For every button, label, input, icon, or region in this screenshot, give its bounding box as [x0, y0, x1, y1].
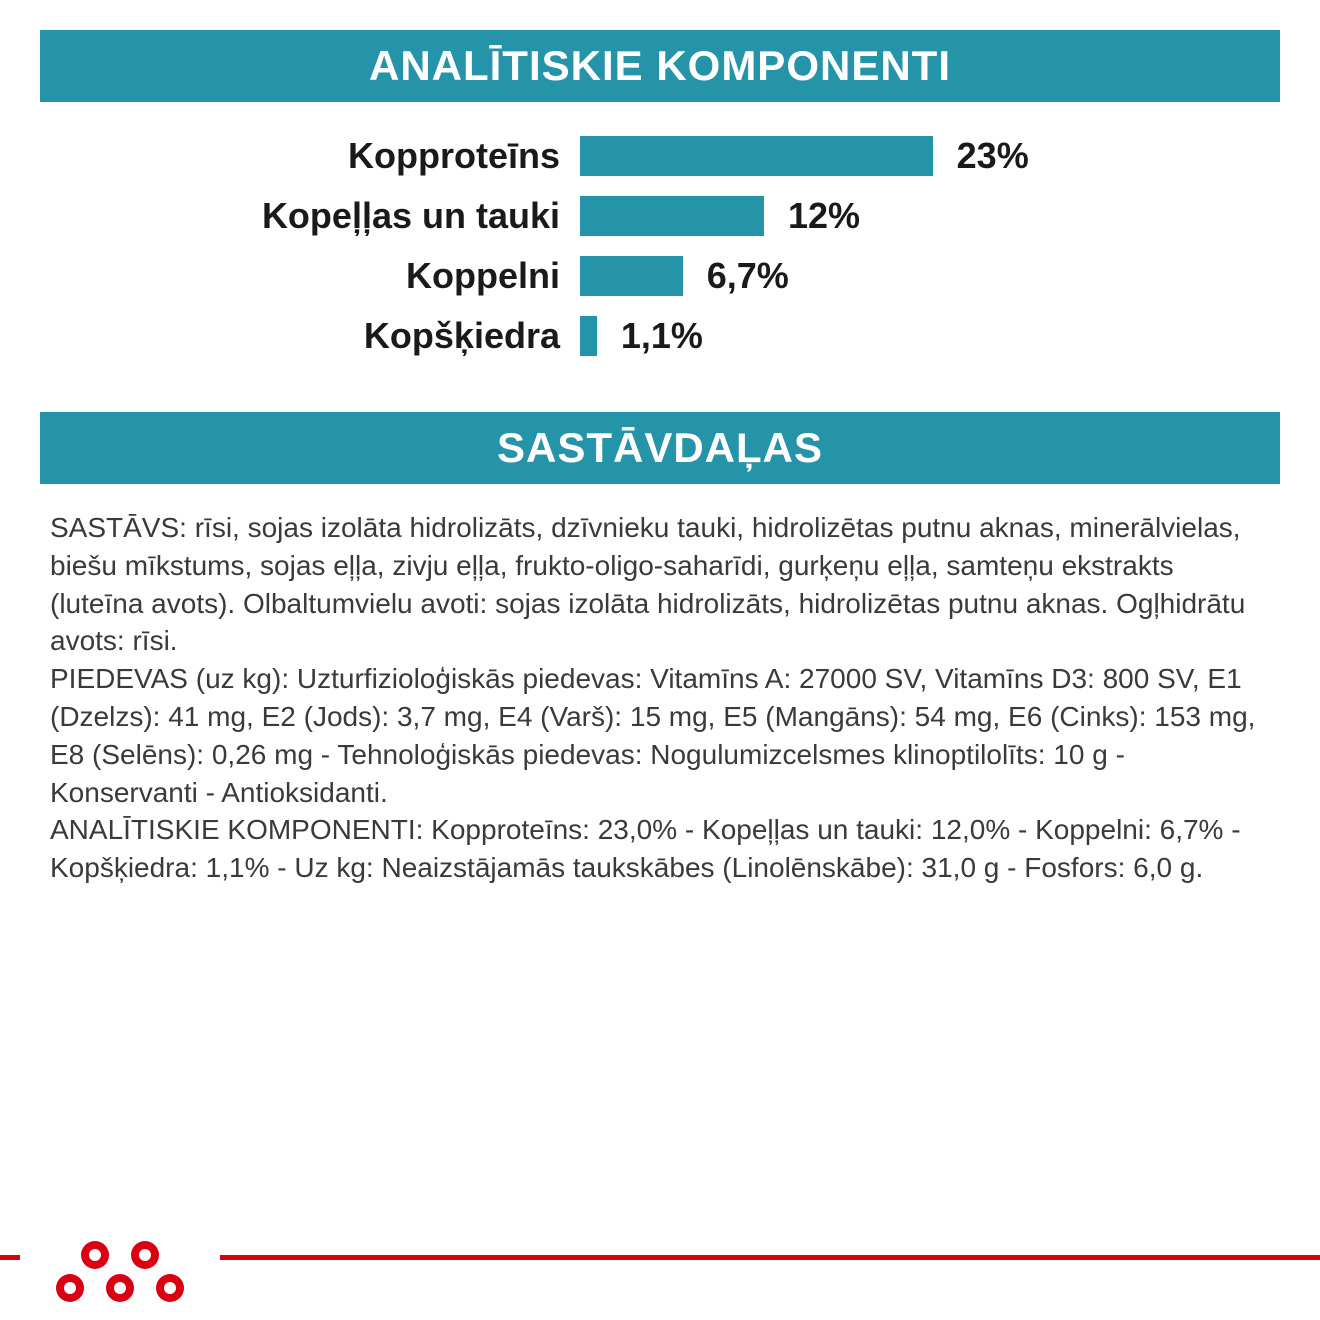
chart-bar: [580, 136, 933, 176]
chart-bar: [580, 316, 597, 356]
ingredients-line: ANALĪTISKIE KOMPONENTI: Kopproteīns: 23,…: [50, 811, 1270, 887]
chart-row: Koppelni 6,7%: [80, 252, 1240, 300]
chart-bar-container: 23%: [580, 135, 1240, 177]
ingredients-line: SASTĀVS: rīsi, sojas izolāta hidrolizāts…: [50, 509, 1270, 660]
footer: [0, 1210, 1320, 1320]
ingredients-line: PIEDEVAS (uz kg): Uzturfizioloģiskās pie…: [50, 660, 1270, 811]
chart-bar: [580, 196, 764, 236]
chart-bar-container: 6,7%: [580, 255, 1240, 297]
chart-bar-container: 1,1%: [580, 315, 1240, 357]
chart-row-value: 23%: [933, 135, 1029, 177]
chart-row-label: Kopšķiedra: [80, 315, 580, 357]
header-title-1: ANALĪTISKIE KOMPONENTI: [369, 42, 951, 89]
components-chart: Kopproteīns 23% Kopeļļas un tauki 12% Koppel…: [40, 102, 1280, 412]
header-title-2: SASTĀVDAĻAS: [497, 424, 823, 471]
chart-row: Kopproteīns 23%: [80, 132, 1240, 180]
chart-row: Kopšķiedra 1,1%: [80, 312, 1240, 360]
chart-row: Kopeļļas un tauki 12%: [80, 192, 1240, 240]
chart-bar: [580, 256, 683, 296]
ingredients-header: SASTĀVDAĻAS: [40, 412, 1280, 484]
analytical-components-header: ANALĪTISKIE KOMPONENTI: [40, 30, 1280, 102]
chart-row-label: Koppelni: [80, 255, 580, 297]
crown-icon: [40, 1220, 200, 1310]
brand-crown-logo: [20, 1210, 220, 1320]
chart-row-value: 1,1%: [597, 315, 703, 357]
chart-bar-container: 12%: [580, 195, 1240, 237]
chart-row-value: 6,7%: [683, 255, 789, 297]
chart-row-value: 12%: [764, 195, 860, 237]
ingredients-body: SASTĀVS: rīsi, sojas izolāta hidrolizāts…: [40, 484, 1280, 887]
chart-row-label: Kopeļļas un tauki: [80, 195, 580, 237]
chart-row-label: Kopproteīns: [80, 135, 580, 177]
